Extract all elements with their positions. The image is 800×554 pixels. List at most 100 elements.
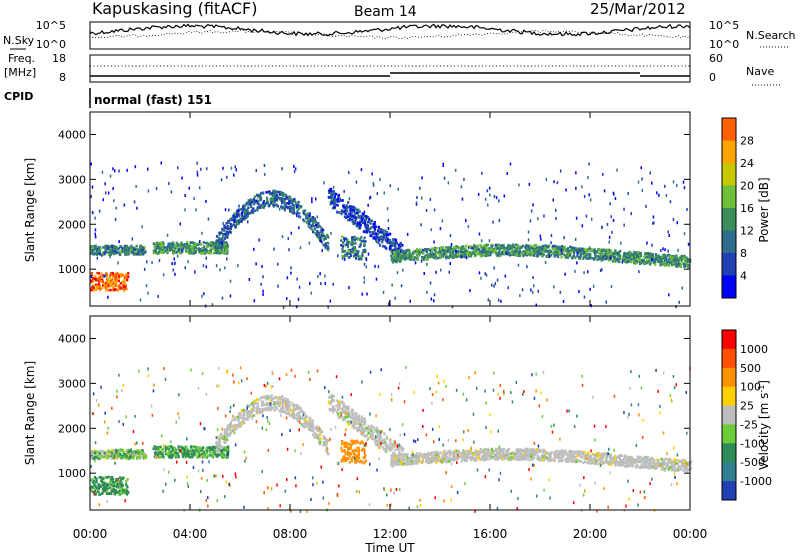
echo-cell [377,437,380,441]
speckle-cell [171,262,173,266]
echo-cell [112,478,115,481]
echo-cell [141,452,144,456]
speckle-cell [296,277,298,281]
echo-cell [103,451,106,455]
echo-cell [226,427,229,430]
echo-cell [102,477,105,481]
echo-cell [99,457,102,460]
echo-cell [406,249,409,253]
speckle-cell [616,168,618,172]
echo-cell [398,255,401,259]
echo-cell [110,456,113,460]
speckle-cell [203,292,205,296]
speckle-cell [112,167,114,171]
echo-cell [100,450,103,453]
echo-cell [452,246,455,250]
echo-cell [100,272,103,275]
echo-cell [95,253,99,256]
speckle-cell [184,208,186,212]
echo-cell [222,233,225,237]
echo-cell [361,240,364,243]
freq-panel-frame [89,54,691,83]
echo-cell [547,244,551,248]
echo-cell [388,241,391,245]
echo-cell [373,223,377,227]
echo-cell [102,489,105,492]
echo-cell [121,250,124,254]
echo-cell [106,277,109,280]
speckle-cell [583,295,586,299]
echo-cell [229,227,232,230]
speckle-cell [450,243,453,246]
echo-cell [368,427,371,430]
echo-cell [137,250,140,253]
speckle-cell [519,294,521,298]
nave-tick-bottom: 0 [709,71,716,84]
echo-cell [281,410,284,414]
echo-cell [224,437,227,441]
echo-cell [662,261,665,265]
echo-cell [107,492,110,495]
echo-cell [152,251,155,255]
speckle-cell [608,240,610,244]
echo-cell [433,248,436,252]
echo-cell [185,454,188,458]
echo-cell [144,250,147,254]
echo-cell [236,423,239,427]
echo-cell [530,246,533,250]
echo-cell [568,253,572,257]
speckle-cell [324,274,326,278]
echo-cell [326,233,329,237]
echo-cell [319,431,322,435]
echo-cell [311,419,314,423]
echo-cell [108,245,112,248]
speckle-cell [397,187,399,191]
echo-cell [550,250,553,253]
echo-cell [408,249,411,253]
speckle-cell [447,181,450,185]
echo-cell [330,395,333,399]
echo-cell [423,256,426,259]
speckle-cell [293,164,295,168]
speckle-cell [369,195,372,199]
echo-cell [502,252,505,256]
echo-cell [292,212,295,215]
speckle-cell [560,248,563,252]
echo-cell [117,277,120,281]
echo-cell [214,249,217,252]
echo-cell [369,231,372,234]
echo-cell [243,206,246,209]
echo-cell [203,449,206,453]
echo-cell [251,401,254,405]
echo-cell [90,485,94,488]
echo-cell [202,454,205,457]
echo-cell [328,395,331,399]
echo-cell [545,244,548,248]
echo-cell [238,220,241,224]
echo-cell [451,256,454,259]
echo-cell [204,241,208,245]
echo-cell [101,286,104,289]
echo-cell [118,486,121,490]
echo-cell [352,245,355,249]
echo-cell [120,486,123,489]
echo-cell [362,230,365,233]
echo-cell [319,429,322,433]
echo-cell [388,445,391,449]
echo-cell [680,256,683,260]
echo-cell [193,454,196,458]
echo-cell [90,245,93,248]
echo-cell [648,257,651,261]
echo-cell [284,411,287,414]
echo-cell [512,243,515,247]
echo-cell [348,218,351,222]
echo-cell [237,209,240,213]
speckle-cell [199,240,201,244]
echo-cell [514,252,517,255]
echo-cell [557,247,560,251]
echo-cell [352,255,355,258]
echo-cell [525,253,529,257]
speckle-cell [238,204,240,208]
echo-cell [309,227,312,230]
echo-cell [392,257,396,261]
